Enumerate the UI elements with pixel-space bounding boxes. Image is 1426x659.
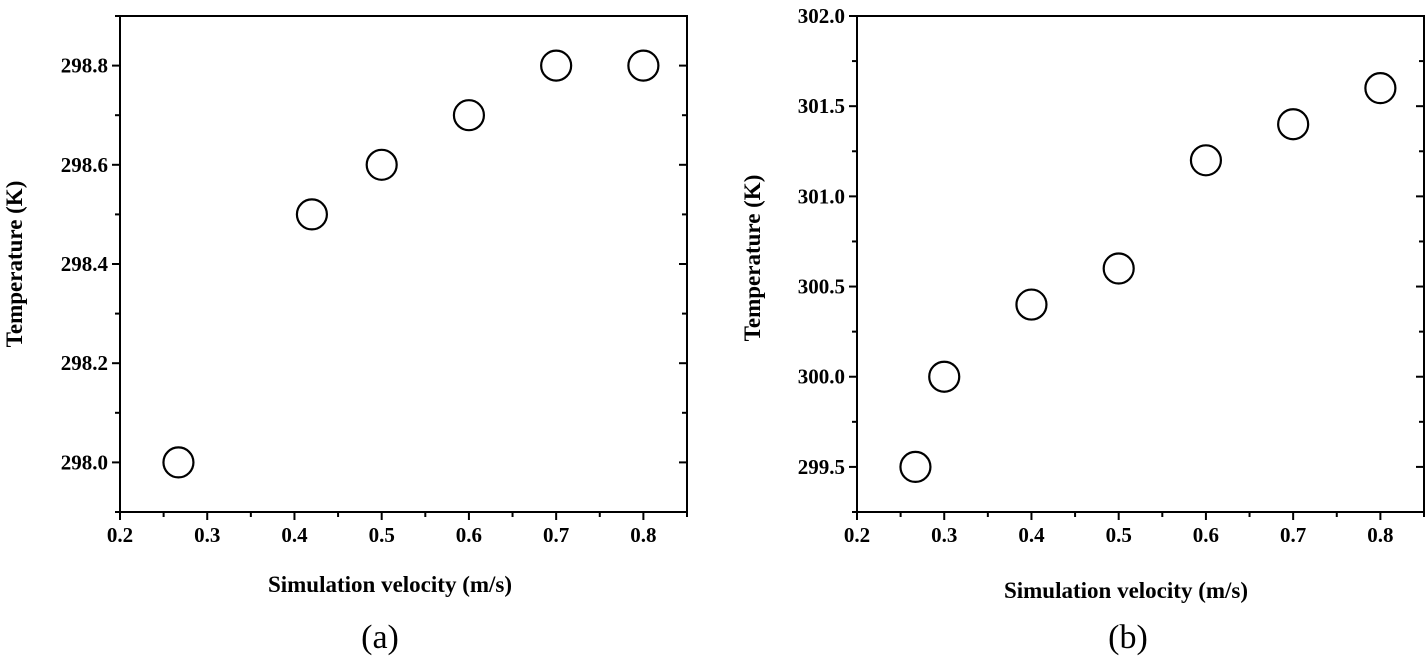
y-tick-label: 300.5 <box>798 275 845 299</box>
data-point <box>1189 144 1223 177</box>
panel-caption-a: (a) <box>361 619 399 656</box>
data-point <box>295 198 329 231</box>
data-point <box>928 360 961 393</box>
ticks-a <box>112 15 688 520</box>
x-axis-title-a: Simulation velocity (m/s) <box>268 572 512 597</box>
data-point <box>899 450 932 484</box>
data-point <box>452 99 486 132</box>
x-tick-label: 0.7 <box>543 523 569 547</box>
data-points-a <box>162 49 660 479</box>
data-point <box>540 49 573 82</box>
ticks-b <box>849 15 1425 520</box>
data-point <box>162 446 195 479</box>
data-point <box>627 49 660 82</box>
x-tick-label: 0.6 <box>1193 523 1219 547</box>
y-axis-title-b: Temperature (K) <box>740 175 765 342</box>
x-tick-label: 0.3 <box>931 523 957 547</box>
tick-labels-b: 0.2 0.3 0.4 0.5 0.6 0.7 0.8 299.5 300.0 300.5 301.… <box>798 4 1394 547</box>
y-tick-label: 298.8 <box>61 54 108 78</box>
data-point <box>1102 252 1135 285</box>
y-tick-label: 298.4 <box>61 252 109 276</box>
plot-frame-a <box>119 15 688 513</box>
tick-labels-a: 0.2 0.3 0.4 0.5 0.6 0.7 0.8 298.0 298.2 298.4 298.… <box>61 54 657 547</box>
data-point <box>1277 108 1310 141</box>
x-tick-label: 0.8 <box>1367 523 1393 547</box>
y-tick-label: 302.0 <box>798 4 845 28</box>
y-tick-label: 298.2 <box>61 351 108 375</box>
x-tick-label: 0.5 <box>369 523 395 547</box>
y-tick-label: 300.0 <box>798 365 845 389</box>
y-axis-title-a: Temperature (K) <box>2 181 27 348</box>
y-tick-label: 301.0 <box>798 184 845 208</box>
x-tick-label: 0.2 <box>107 523 133 547</box>
y-tick-label: 298.0 <box>61 450 108 474</box>
y-tick-label: 301.5 <box>798 94 845 118</box>
x-tick-label: 0.8 <box>630 523 656 547</box>
data-point <box>1364 72 1397 105</box>
x-tick-label: 0.4 <box>1018 523 1045 547</box>
y-tick-label: 298.6 <box>61 153 108 177</box>
x-tick-label: 0.3 <box>194 523 220 547</box>
x-tick-label: 0.7 <box>1280 523 1306 547</box>
y-tick-label: 299.5 <box>798 455 845 479</box>
x-tick-label: 0.6 <box>456 523 482 547</box>
data-point <box>365 148 398 181</box>
x-axis-title-b: Simulation velocity (m/s) <box>1004 578 1248 603</box>
plot-frame-b <box>856 15 1425 513</box>
x-tick-label: 0.4 <box>281 523 308 547</box>
chart-panel-b: 0.2 0.3 0.4 0.5 0.6 0.7 0.8 299.5 300.0 300.5 301.… <box>740 4 1425 656</box>
x-tick-label: 0.5 <box>1106 523 1132 547</box>
panel-caption-b: (b) <box>1108 619 1148 656</box>
data-point <box>1015 288 1048 321</box>
data-points-b <box>899 72 1397 484</box>
x-tick-label: 0.2 <box>844 523 870 547</box>
chart-panel-a: 0.2 0.3 0.4 0.5 0.6 0.7 0.8 298.0 298.2 298.4 298.… <box>2 15 688 656</box>
